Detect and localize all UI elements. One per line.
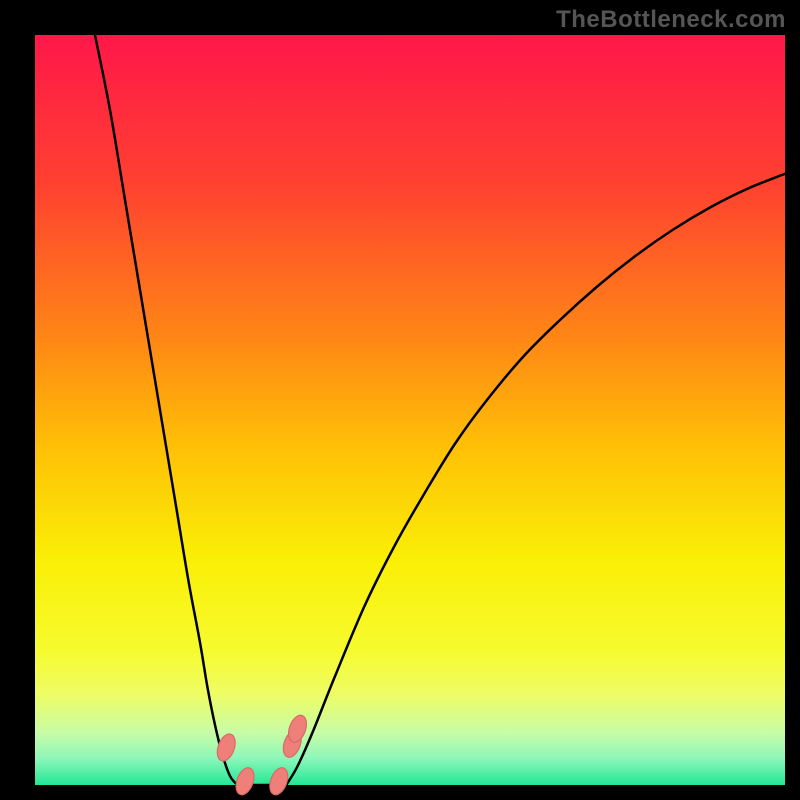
watermark-text: TheBottleneck.com	[556, 6, 786, 34]
bottleneck-chart: TheBottleneck.com	[0, 0, 800, 800]
chart-canvas	[0, 0, 800, 800]
gradient-background	[35, 35, 785, 785]
